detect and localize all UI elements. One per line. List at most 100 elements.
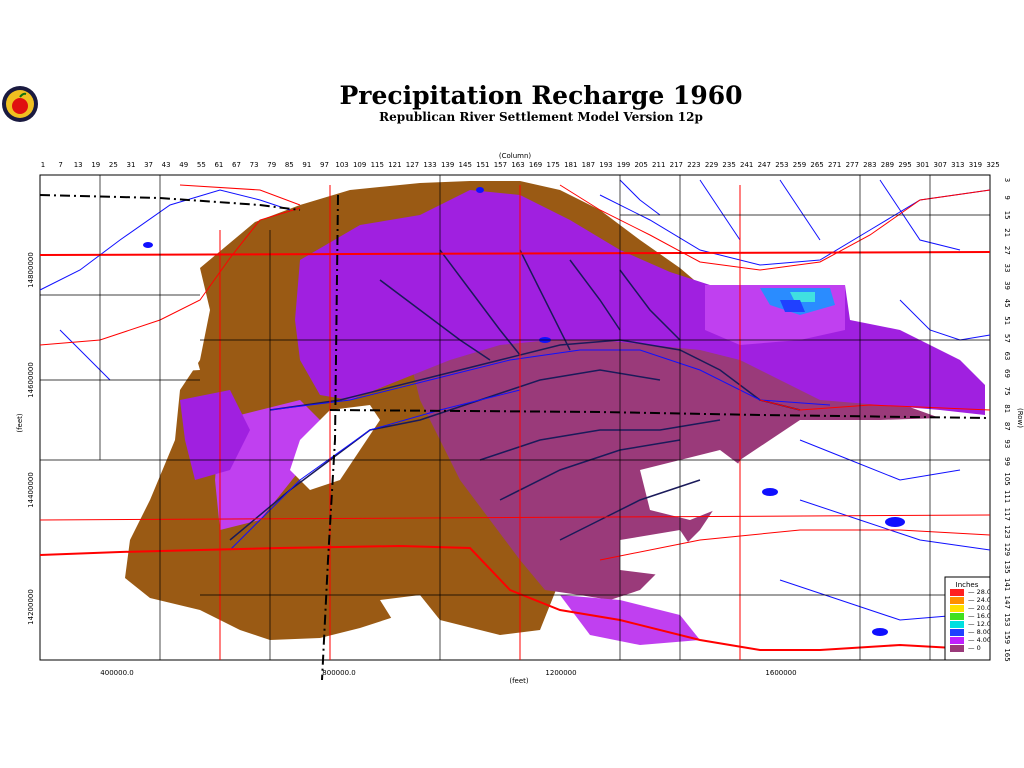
legend-title: Inches: [956, 581, 979, 589]
row-tick-label: 87: [1003, 422, 1011, 431]
y-feet-tick-label: 14200000: [27, 589, 35, 625]
y-feet-axis-label: (feet): [16, 413, 24, 433]
column-tick-label: 319: [969, 161, 982, 169]
column-tick-label: 103: [335, 161, 348, 169]
column-tick-label: 265: [810, 161, 823, 169]
legend-swatch: [950, 645, 964, 652]
column-tick-label: 283: [863, 161, 876, 169]
row-tick-label: 111: [1003, 490, 1011, 503]
legend-label: — 28.0: [968, 588, 991, 596]
column-tick-label: 301: [916, 161, 929, 169]
column-tick-label: 145: [459, 161, 472, 169]
column-tick-label: 127: [406, 161, 419, 169]
row-tick-label: 141: [1003, 578, 1011, 591]
x-feet-tick-labels: 400000.0 800000.0 1200000 1600000: [100, 669, 796, 677]
column-tick-label: 79: [267, 161, 276, 169]
row-tick-label: 63: [1003, 351, 1011, 360]
legend-swatch: [950, 621, 964, 628]
column-tick-label: 211: [652, 161, 665, 169]
row-tick-label: 165: [1003, 648, 1011, 661]
column-tick-label: 85: [285, 161, 294, 169]
column-tick-label: 187: [582, 161, 595, 169]
column-tick-label: 199: [617, 161, 630, 169]
county-boundaries: [40, 175, 990, 660]
column-tick-label: 241: [740, 161, 753, 169]
column-tick-label: 19: [91, 161, 100, 169]
x-feet-tick-label: 400000.0: [100, 669, 133, 677]
lakes: [143, 187, 905, 636]
y-feet-tick-label: 14600000: [27, 362, 35, 398]
column-tick-label: 307: [934, 161, 947, 169]
row-tick-label: 159: [1003, 631, 1011, 644]
row-tick-label: 27: [1003, 246, 1011, 255]
row-tick-label: 123: [1003, 525, 1011, 538]
x-feet-tick-label: 1600000: [765, 669, 796, 677]
x-feet-tick-label: 800000.0: [322, 669, 355, 677]
column-tick-label: 223: [687, 161, 700, 169]
column-tick-labels: 1 7 13 19 25 31 37 43 49 55 61 67 73 79 85 91 97 103 109 11…: [41, 161, 1000, 169]
column-tick-label: 115: [371, 161, 384, 169]
row-tick-label: 81: [1003, 404, 1011, 413]
x-feet-tick-label: 1200000: [545, 669, 576, 677]
row-tick-label: 15: [1003, 211, 1011, 220]
column-tick-label: 55: [197, 161, 206, 169]
column-tick-label: 109: [353, 161, 366, 169]
row-tick-label: 9: [1003, 195, 1011, 199]
column-tick-label: 193: [599, 161, 612, 169]
row-tick-label: 135: [1003, 560, 1011, 573]
row-tick-label: 153: [1003, 613, 1011, 626]
column-tick-label: 295: [898, 161, 911, 169]
column-tick-label: 91: [302, 161, 311, 169]
map-title: Precipitation Recharge 1960: [339, 81, 742, 110]
row-tick-label: 45: [1003, 299, 1011, 308]
legend-label: — 0: [968, 644, 981, 652]
column-tick-label: 229: [705, 161, 718, 169]
column-tick-label: 259: [793, 161, 806, 169]
row-tick-label: 75: [1003, 387, 1011, 396]
column-tick-label: 37: [144, 161, 153, 169]
row-tick-label: 117: [1003, 508, 1011, 521]
column-tick-label: 7: [58, 161, 62, 169]
legend-swatch: [950, 605, 964, 612]
row-tick-label: 57: [1003, 334, 1011, 343]
row-tick-label: 33: [1003, 264, 1011, 273]
column-tick-label: 97: [320, 161, 329, 169]
column-tick-label: 163: [511, 161, 524, 169]
row-tick-label: 69: [1003, 369, 1011, 378]
row-tick-label: 3: [1003, 178, 1011, 182]
column-tick-label: 49: [179, 161, 188, 169]
column-tick-label: 271: [828, 161, 841, 169]
column-tick-label: 1: [41, 161, 45, 169]
row-tick-label: 39: [1003, 281, 1011, 290]
column-tick-label: 169: [529, 161, 542, 169]
column-tick-label: 25: [109, 161, 118, 169]
column-tick-label: 289: [881, 161, 894, 169]
y-feet-tick-label: 14800000: [27, 252, 35, 288]
legend: Inches — 28.0— 24.0— 20.0— 16.0— 12.0— 8…: [944, 576, 991, 661]
column-tick-label: 253: [775, 161, 788, 169]
map-subtitle: Republican River Settlement Model Versio…: [379, 110, 703, 124]
row-tick-label: 21: [1003, 228, 1011, 237]
recharge-raster: [125, 181, 985, 645]
column-tick-label: 247: [758, 161, 771, 169]
column-tick-label: 235: [722, 161, 735, 169]
column-tick-label: 325: [986, 161, 999, 169]
column-tick-label: 13: [74, 161, 83, 169]
legend-label: — 16.0: [968, 612, 991, 620]
column-tick-label: 31: [127, 161, 136, 169]
column-tick-label: 133: [423, 161, 436, 169]
column-tick-label: 217: [670, 161, 683, 169]
legend-label: — 4.00: [968, 636, 991, 644]
row-tick-labels: 3915212733394551576369758187939910511111…: [1003, 178, 1011, 662]
state-boundaries: [39, 194, 991, 681]
row-tick-label: 51: [1003, 316, 1011, 325]
legend-swatch: [950, 597, 964, 604]
row-axis-label: (Row): [1016, 408, 1024, 428]
row-tick-label: 147: [1003, 596, 1011, 609]
column-axis-label: (Column): [499, 152, 532, 160]
column-tick-label: 67: [232, 161, 241, 169]
column-tick-label: 61: [214, 161, 223, 169]
roads: [39, 184, 991, 660]
legend-swatch: [950, 637, 964, 644]
